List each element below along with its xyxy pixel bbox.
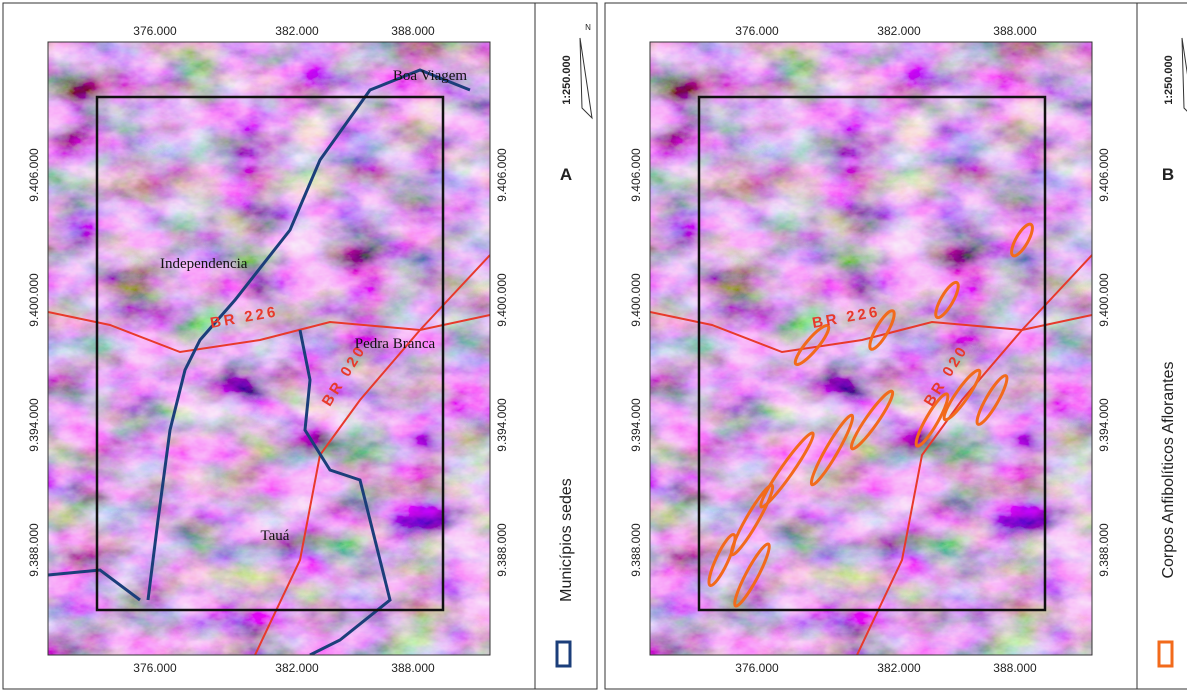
y-coord-left: 9.400.000 (629, 273, 643, 327)
outcrop (809, 413, 855, 487)
y-coord-left: 9.394.000 (27, 398, 41, 452)
x-coord-bottom: 382.000 (275, 661, 319, 675)
x-coord-bottom: 388.000 (391, 661, 435, 675)
river (298, 329, 392, 655)
y-coord-left: 9.388.000 (27, 523, 41, 577)
legend-label: Corpos Anfibolíticos Aflorantes (1160, 361, 1177, 578)
study-area (95, 95, 445, 612)
scale: 1:250.000 (561, 55, 573, 105)
satellite-texture (48, 42, 490, 655)
x-coord-bottom: 388.000 (993, 661, 1037, 675)
place-label: Boa Viagem (393, 68, 468, 84)
map-frame (47, 41, 491, 656)
x-coord-top: 382.000 (877, 24, 921, 38)
panel-letter: A (560, 165, 572, 184)
y-coord-right: 9.400.000 (495, 273, 509, 327)
outcrop (934, 280, 960, 320)
north-arrow (579, 37, 593, 120)
study-area (697, 95, 1047, 612)
y-coord-right: 9.394.000 (1097, 398, 1111, 452)
x-coord-top: 382.000 (275, 24, 319, 38)
y-coord-right: 9.388.000 (1097, 523, 1111, 577)
x-coord-bottom: 376.000 (735, 661, 779, 675)
y-coord-right: 9.406.000 (495, 148, 509, 202)
outcrop (914, 392, 950, 448)
place-label: Tauá (261, 528, 290, 544)
river (146, 68, 471, 601)
panel: 376.000 376.000 382.000 382.000 388.000 388.0… (604, 2, 1187, 690)
x-coord-top: 388.000 (391, 24, 435, 38)
y-coord-left: 9.406.000 (27, 148, 41, 202)
panel: 376.000 376.000 382.000 382.000 388.000 388.0… (2, 2, 598, 690)
outcrop (849, 389, 895, 451)
y-coord-right: 9.400.000 (1097, 273, 1111, 327)
river (48, 568, 141, 602)
y-coord-left: 9.400.000 (27, 273, 41, 327)
outcrop (1010, 222, 1034, 258)
place-label: Pedra Branca (355, 336, 436, 352)
outcrop (759, 431, 815, 509)
y-coord-left: 9.394.000 (629, 398, 643, 452)
north-label: N (585, 23, 591, 32)
x-coord-bottom: 376.000 (133, 661, 177, 675)
map-image (650, 42, 1092, 655)
y-coord-left: 9.406.000 (629, 148, 643, 202)
outcrop (793, 323, 831, 367)
y-coord-right: 9.406.000 (1097, 148, 1111, 202)
road (856, 254, 1092, 655)
outcrop (868, 309, 896, 351)
x-coord-top: 376.000 (735, 24, 779, 38)
legend-label: Municípios sedes (558, 478, 575, 602)
legend-swatch (555, 640, 572, 668)
place-label: Independencia (160, 256, 248, 272)
outcrop (707, 532, 737, 588)
north-arrow (1181, 37, 1187, 112)
outcrop (942, 368, 982, 422)
y-coord-right: 9.388.000 (495, 523, 509, 577)
x-coord-bottom: 382.000 (877, 661, 921, 675)
scale: 1:250.000 (1163, 55, 1175, 105)
map-frame (649, 41, 1093, 656)
legend-swatch (1157, 640, 1174, 668)
map-image (48, 42, 490, 655)
x-coord-top: 376.000 (133, 24, 177, 38)
road (254, 254, 490, 655)
x-coord-top: 388.000 (993, 24, 1037, 38)
y-coord-left: 9.388.000 (629, 523, 643, 577)
outcrop (975, 374, 1009, 426)
y-coord-right: 9.394.000 (495, 398, 509, 452)
outcrop (733, 542, 771, 608)
panel-letter: B (1162, 165, 1174, 184)
